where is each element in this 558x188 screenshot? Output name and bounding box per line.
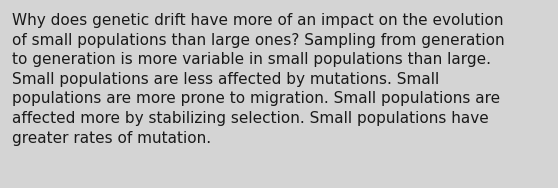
Text: Why does genetic drift have more of an impact on the evolution
of small populati: Why does genetic drift have more of an i… <box>12 13 505 146</box>
